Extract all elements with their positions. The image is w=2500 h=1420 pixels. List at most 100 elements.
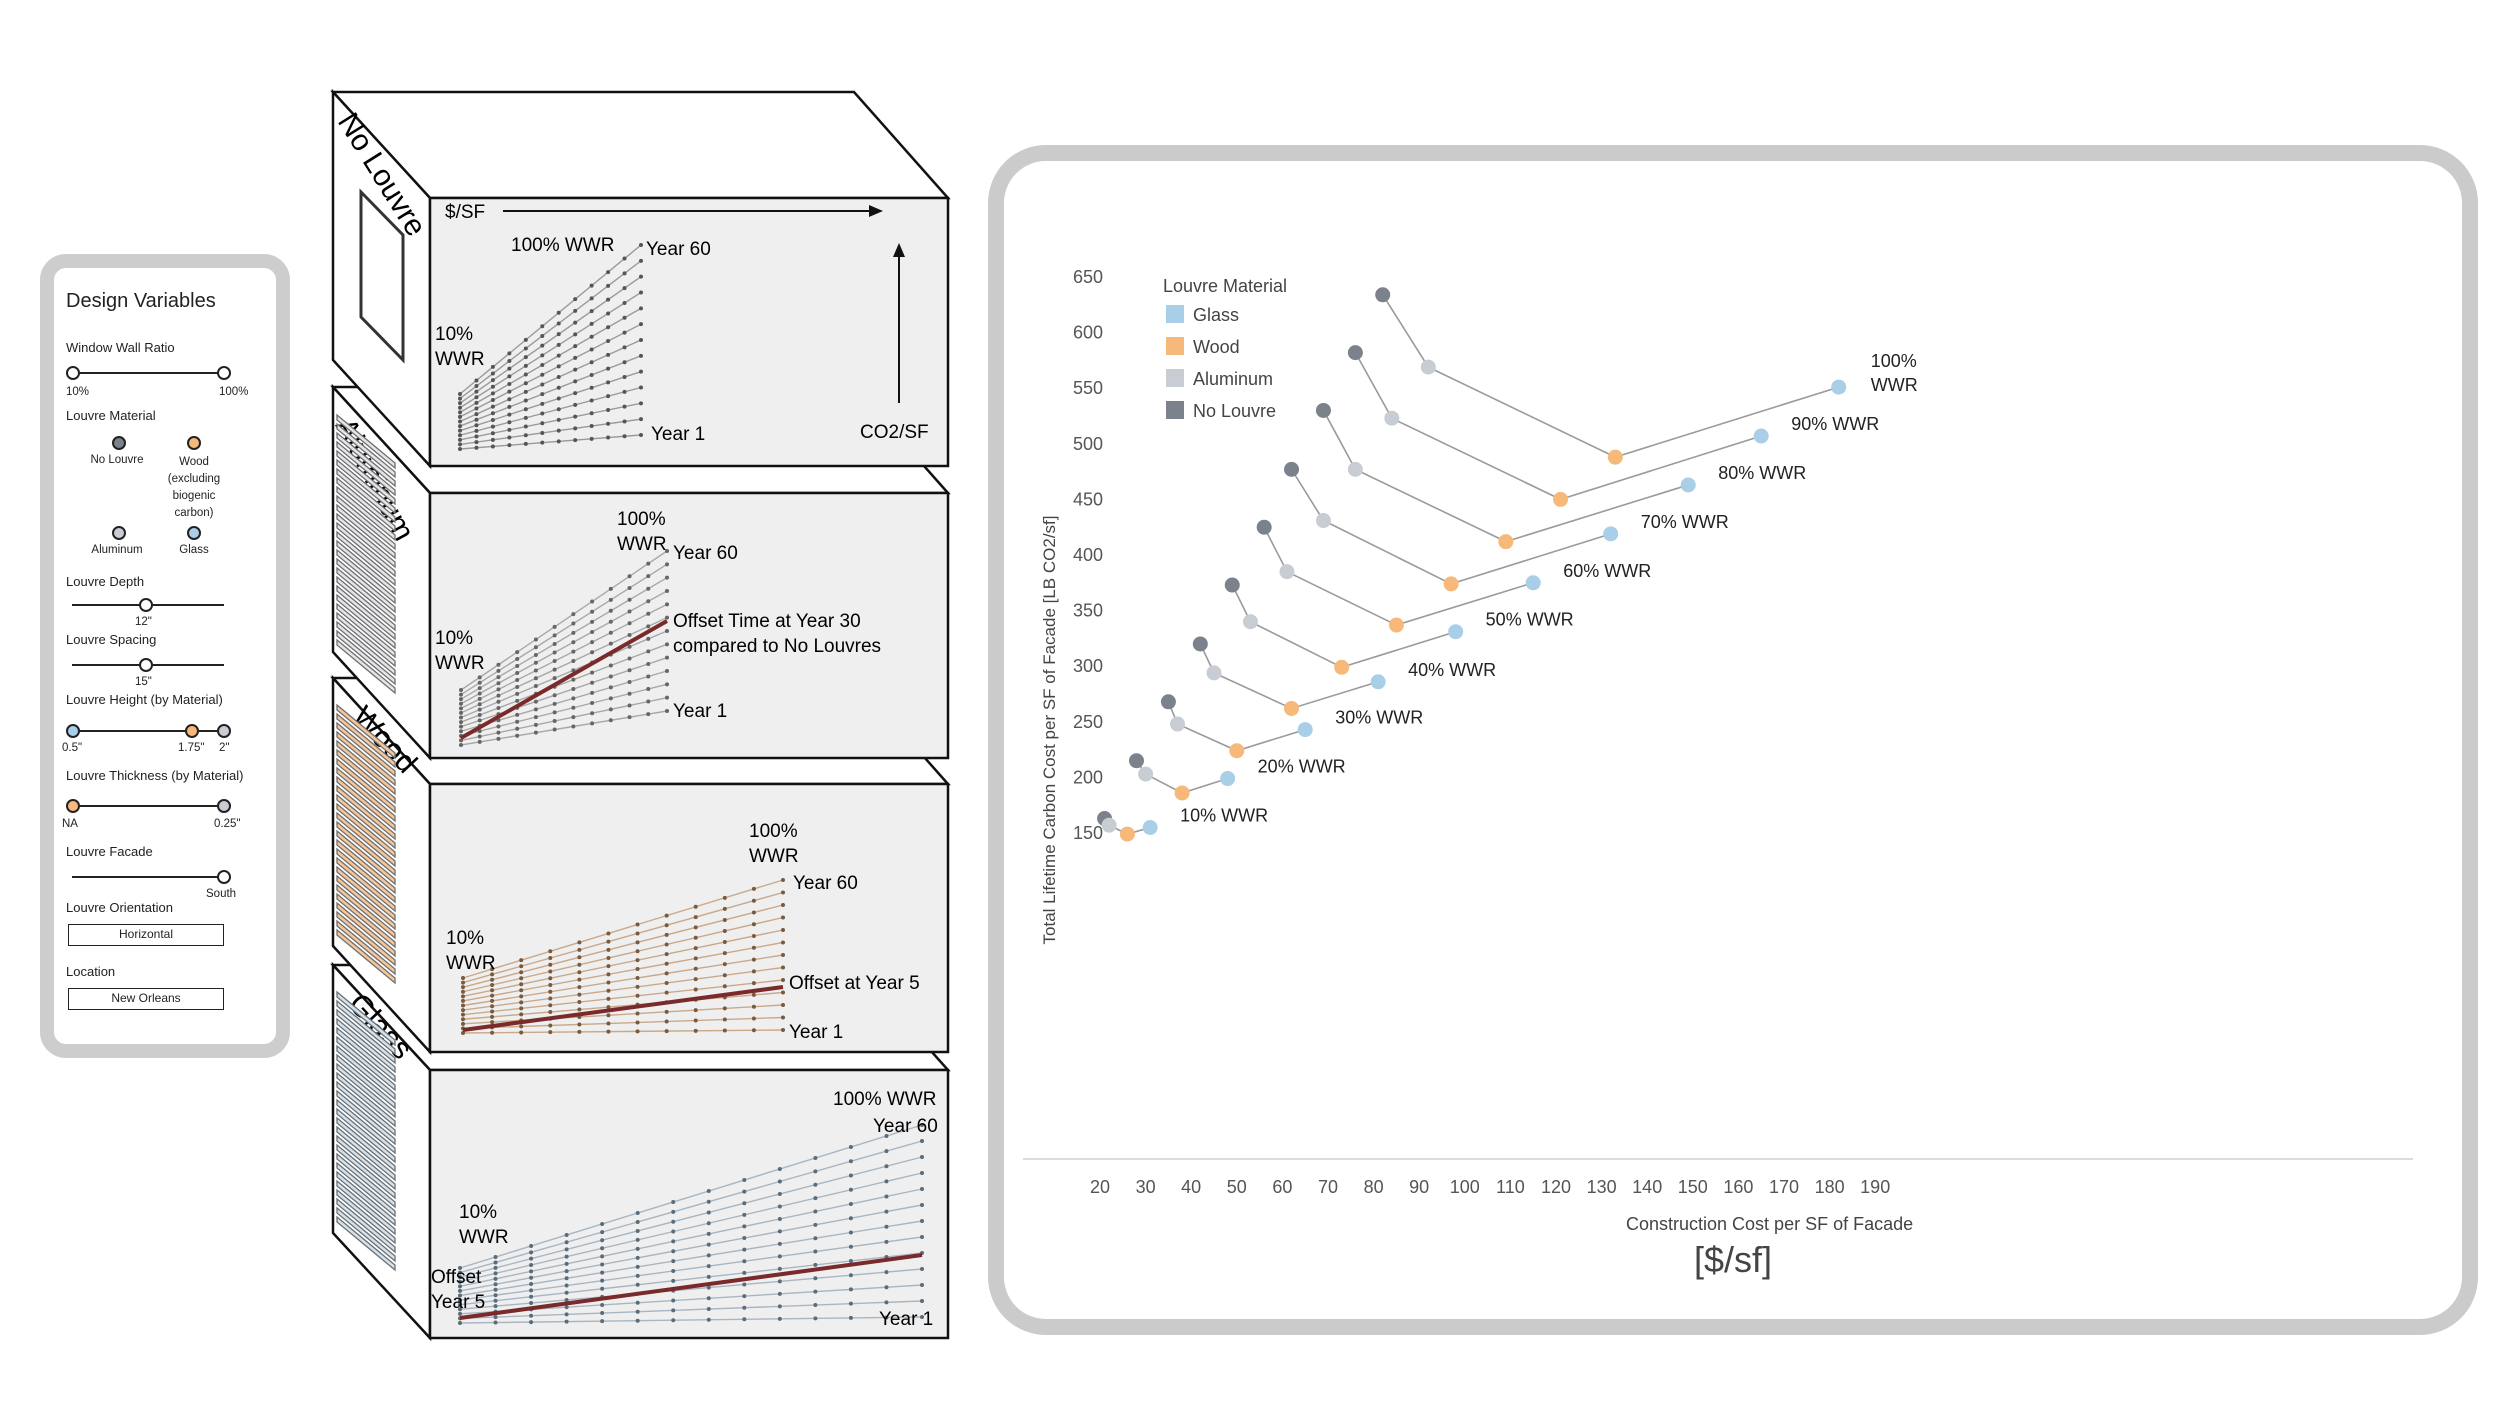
wwr-slider-track[interactable] bbox=[72, 372, 224, 374]
aluminum-option[interactable] bbox=[112, 526, 126, 540]
fan-line bbox=[460, 590, 668, 705]
facade-slider-track[interactable] bbox=[72, 876, 224, 878]
fan-dot bbox=[548, 969, 553, 974]
fan-dot bbox=[635, 1011, 640, 1016]
fan-dot bbox=[742, 1212, 747, 1217]
louvre-slat bbox=[336, 1125, 396, 1182]
fan-dot bbox=[627, 691, 632, 696]
fan-dot bbox=[742, 1224, 747, 1229]
fan-dot bbox=[608, 608, 613, 613]
fan-dot bbox=[706, 1210, 711, 1215]
fan-dot bbox=[548, 1009, 553, 1014]
fan-dot bbox=[671, 1308, 676, 1313]
fan-dot bbox=[519, 964, 524, 969]
point-no-louvre bbox=[1128, 753, 1144, 769]
fan-dot bbox=[706, 1199, 711, 1204]
fan-dot bbox=[751, 969, 756, 974]
fan-dot bbox=[600, 1278, 605, 1283]
fan-dot bbox=[577, 947, 582, 952]
fan-dot bbox=[608, 586, 613, 591]
height-wood-knob[interactable] bbox=[185, 724, 199, 738]
fan-dot bbox=[523, 407, 528, 412]
fan-dot bbox=[706, 1296, 711, 1301]
orientation-select[interactable]: Horizontal bbox=[68, 924, 224, 946]
fan-dot bbox=[490, 437, 495, 442]
fan-dot bbox=[693, 915, 698, 920]
fan-dot bbox=[496, 687, 501, 692]
thickness-slider-track[interactable] bbox=[72, 805, 224, 807]
legend-label-aluminum: Aluminum bbox=[1193, 369, 1273, 389]
x-tick-label: 20 bbox=[1090, 1177, 1110, 1197]
fan-dot bbox=[515, 677, 520, 682]
fan-dot bbox=[540, 421, 545, 426]
fan-line bbox=[462, 941, 784, 1002]
spacing-knob[interactable] bbox=[139, 658, 153, 672]
fan-dot bbox=[606, 988, 611, 993]
wood-offset-label: Offset at Year 5 bbox=[789, 973, 920, 994]
fan-dot bbox=[496, 693, 501, 698]
aluminum-offset-label-b: compared to No Louvres bbox=[673, 636, 881, 657]
fan-dot bbox=[608, 718, 613, 723]
fan-dot bbox=[490, 424, 495, 429]
fan-dot bbox=[552, 667, 557, 672]
height-slider-track[interactable] bbox=[72, 730, 224, 732]
depth-knob[interactable] bbox=[139, 598, 153, 612]
fan-dot bbox=[461, 1017, 465, 1022]
louvre-slat bbox=[336, 602, 396, 659]
fan-dot bbox=[490, 378, 495, 383]
height-glass-knob[interactable] bbox=[66, 724, 80, 738]
fan-dot bbox=[608, 707, 613, 712]
x-tick-label: 90 bbox=[1409, 1177, 1429, 1197]
fan-dot bbox=[507, 366, 512, 371]
fan-dot bbox=[884, 1164, 889, 1169]
fan-dot bbox=[627, 715, 632, 720]
wood-option[interactable] bbox=[187, 436, 201, 450]
fan-dot bbox=[459, 706, 463, 711]
fan-dot bbox=[722, 973, 727, 978]
no-louvre-top-label: 100% WWR bbox=[511, 235, 614, 256]
fan-dot bbox=[777, 1204, 782, 1209]
thickness-wood-knob[interactable] bbox=[66, 799, 80, 813]
fan-dot bbox=[693, 904, 698, 909]
fan-dot bbox=[496, 675, 501, 680]
fan-dot bbox=[627, 574, 632, 579]
fan-dot bbox=[552, 659, 557, 664]
fan-dot bbox=[751, 934, 756, 939]
fan-dot bbox=[671, 1249, 676, 1254]
fan-line bbox=[460, 670, 668, 732]
fan-dot bbox=[571, 724, 576, 729]
fan-dot bbox=[664, 923, 669, 928]
fan-dot bbox=[646, 599, 651, 604]
louvre-slat bbox=[336, 503, 396, 560]
location-select[interactable]: New Orleans bbox=[68, 988, 224, 1010]
fan-dot bbox=[523, 441, 528, 446]
chart-frame bbox=[988, 145, 2478, 1335]
fan-line bbox=[460, 710, 668, 746]
aluminum-louvres-icon bbox=[336, 413, 396, 695]
fan-dot bbox=[600, 1302, 605, 1307]
fan-line bbox=[459, 260, 642, 400]
facade-knob[interactable] bbox=[217, 870, 231, 884]
glass-offset-line bbox=[459, 1253, 923, 1320]
fan-dot bbox=[884, 1315, 889, 1320]
no-louvre-option[interactable] bbox=[112, 436, 126, 450]
fan-dot bbox=[600, 1246, 605, 1251]
fan-dot bbox=[646, 649, 651, 654]
fan-dot bbox=[693, 987, 698, 992]
fan-dot bbox=[781, 1028, 785, 1032]
fan-dot bbox=[564, 1233, 569, 1237]
fan-dot bbox=[474, 440, 479, 445]
fan-dot bbox=[606, 352, 611, 357]
fan-dot bbox=[564, 1247, 569, 1252]
wwr-min-knob[interactable] bbox=[66, 366, 80, 380]
fan-dot bbox=[600, 1230, 605, 1235]
fan-dot bbox=[777, 1254, 782, 1259]
fan-dot bbox=[564, 1290, 569, 1295]
height-aluminum-knob[interactable] bbox=[217, 724, 231, 738]
fan-dot bbox=[606, 311, 611, 316]
thickness-aluminum-knob[interactable] bbox=[217, 799, 231, 813]
fan-dot bbox=[751, 1016, 756, 1021]
fan-dot bbox=[706, 1285, 711, 1290]
wwr-max-knob[interactable] bbox=[217, 366, 231, 380]
glass-option[interactable] bbox=[187, 526, 201, 540]
